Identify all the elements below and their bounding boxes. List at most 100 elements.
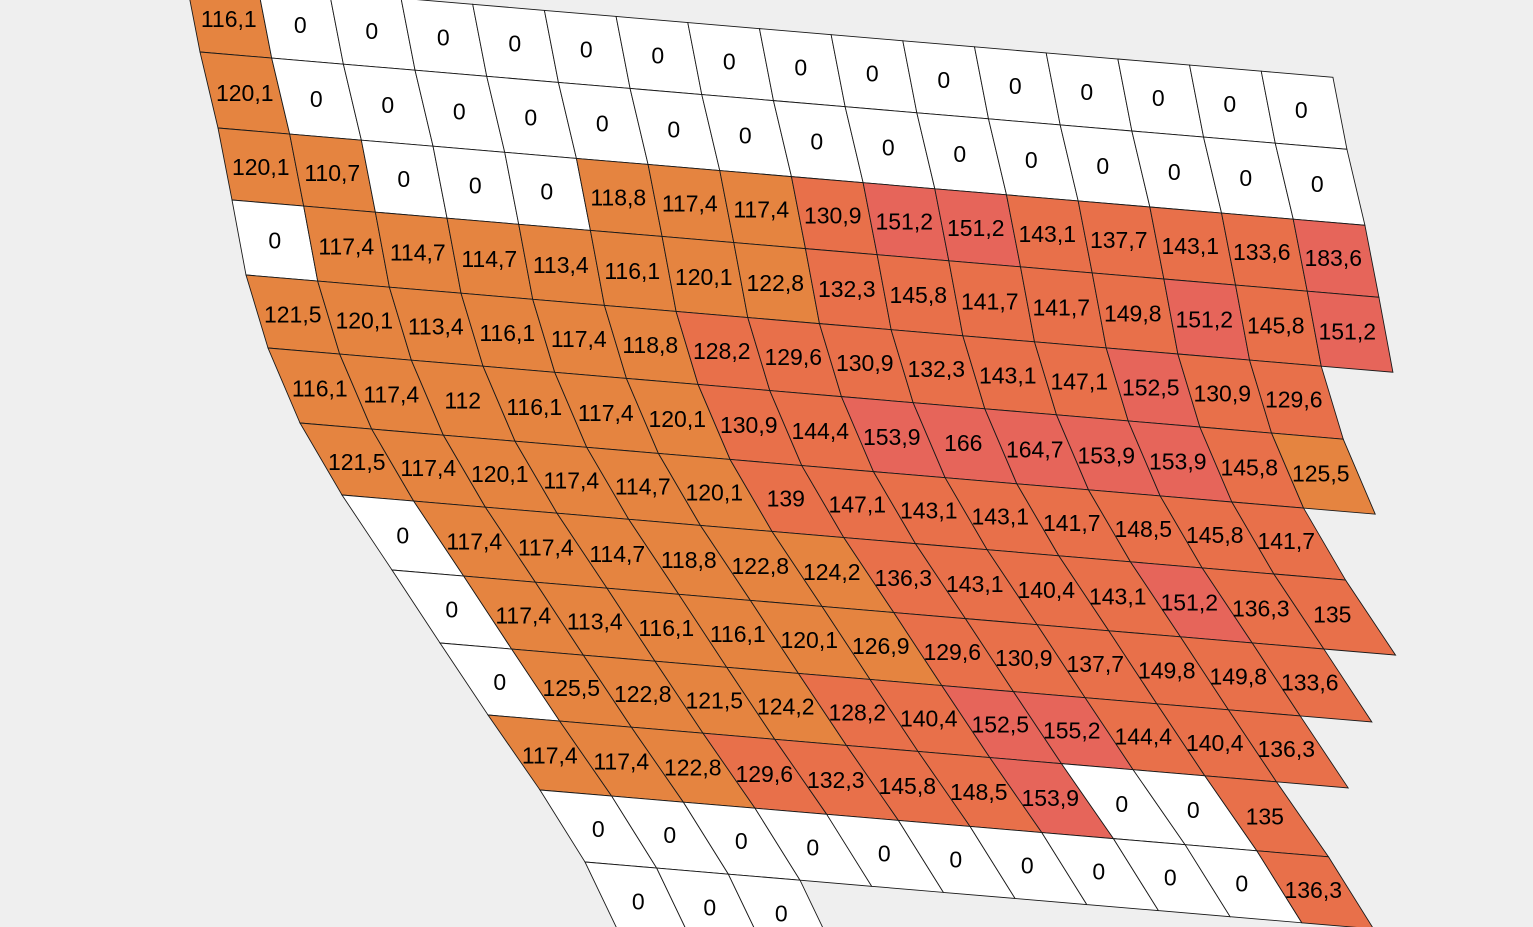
grid-cell[interactable] [1227,709,1350,789]
grid-cell[interactable] [1306,290,1394,373]
cell-value-label: 118,8 [590,184,646,210]
grid-cell[interactable] [1255,850,1374,927]
cell-value-label: 120,1 [335,308,393,334]
cell-value-label: 132,3 [907,356,965,382]
cell-value-label: 0 [937,67,950,93]
cell-value-label: 113,4 [533,252,589,278]
cell-value-label: 120,1 [216,80,274,106]
cell-value-label: 0 [437,24,450,50]
cell-value-label: 148,5 [950,779,1008,805]
cell-value-label: 117,4 [400,455,456,481]
cell-value-label: 117,4 [446,529,502,555]
cell-value-label: 0 [493,669,506,695]
cell-value-label: 136,3 [874,565,932,591]
cell-value-label: 0 [703,895,716,921]
cell-value-label: 152,5 [971,712,1029,738]
cell-value-label: 183,6 [1304,245,1362,271]
cell-value-label: 0 [540,178,553,204]
cell-value-label: 145,8 [1247,313,1305,339]
cell-value-label: 117,4 [662,191,718,217]
grid-cell[interactable] [1270,432,1376,515]
cell-value-label: 153,9 [863,424,921,450]
cell-value-label: 122,8 [731,553,789,579]
cell-value-label: 0 [1080,79,1093,105]
grid-cell[interactable] [584,861,692,927]
cell-value-label: 120,1 [471,461,529,487]
grid-cell[interactable] [1251,642,1373,723]
cell-value-label: 144,4 [791,418,849,444]
cell-value-label: 153,9 [1021,785,1079,811]
cell-value-label: 129,6 [1265,387,1323,413]
cell-value-label: 0 [1025,147,1038,173]
cell-value-label: 143,1 [1089,583,1147,609]
cell-value-label: 0 [1187,797,1200,823]
cell-value-label: 151,2 [1318,319,1376,345]
cell-value-label: 114,7 [461,246,517,272]
cell-value-label: 0 [667,117,680,143]
cell-value-label: 120,1 [780,627,838,653]
cell-value-label: 117,4 [593,749,649,775]
cell-value-label: 148,5 [1114,516,1172,542]
cell-value-label: 0 [1021,853,1034,879]
cell-value-label: 122,8 [664,755,722,781]
cell-value-label: 135 [1246,803,1284,829]
cell-value-label: 120,1 [648,406,706,432]
cell-value-label: 0 [1295,97,1308,123]
cell-value-label: 130,9 [836,350,894,376]
cell-value-label: 124,2 [803,559,861,585]
cell-value-label: 151,2 [875,209,933,235]
cell-value-label: 0 [723,49,736,75]
cell-value-label: 141,7 [961,288,1019,314]
cell-value-label: 125,5 [542,675,600,701]
cell-value-label: 149,8 [1209,663,1267,689]
cell-value-label: 120,1 [232,154,290,180]
cell-value-label: 143,1 [946,571,1004,597]
cell-value-label: 129,6 [764,344,822,370]
cell-value-label: 117,4 [522,743,578,769]
cell-value-label: 166 [944,430,982,456]
cell-value-label: 114,7 [615,473,671,499]
cell-value-label: 130,9 [804,203,862,229]
cell-value-label: 0 [294,12,307,38]
cell-value-label: 0 [949,846,962,872]
cell-value-label: 147,1 [828,492,886,518]
cell-value-label: 140,4 [900,706,958,732]
labels-layer: 116,1 0 0 0 0 0 0 0 0 0 0 0 0 0 0 0 120,1 0 0 0 0 0 0 0 0 0 0 0 0 0 0 0… [201,6,1376,927]
cell-value-label: 0 [953,141,966,167]
grid-cell[interactable] [727,873,835,927]
cell-value-label: 0 [397,166,410,192]
cell-value-label: 121,5 [685,687,743,713]
cell-value-label: 0 [1311,171,1324,197]
cell-value-label: 0 [1115,791,1128,817]
cell-value-label: 130,9 [1193,381,1251,407]
cell-value-label: 0 [1096,153,1109,179]
cell-value-label: 133,6 [1281,669,1339,695]
cell-value-label: 0 [381,92,394,118]
cell-value-label: 128,2 [693,338,751,364]
cell-value-label: 117,4 [578,400,634,426]
cell-value-label: 124,2 [757,693,815,719]
cell-value-label: 0 [596,110,609,136]
cell-value-label: 0 [1164,865,1177,891]
cell-value-label: 0 [524,104,537,130]
cell-value-label: 141,7 [1257,528,1315,554]
cell-value-label: 120,1 [675,264,733,290]
cell-value-label: 140,4 [1017,577,1075,603]
cell-value-label: 139 [767,486,805,512]
cell-value-label: 135 [1313,602,1351,628]
grid-cell[interactable] [655,867,764,927]
cell-value-label: 121,5 [328,449,386,475]
cell-value-label: 116,1 [710,621,766,647]
cell-value-label: 130,9 [720,412,778,438]
cell-value-label: 151,2 [1160,589,1218,615]
cell-value-label: 117,4 [543,467,599,493]
grid-cell[interactable] [1272,573,1397,656]
cell-value-label: 164,7 [1006,436,1064,462]
cell-value-label: 116,1 [479,320,535,346]
cell-value-label: 132,3 [807,767,865,793]
cell-value-label: 151,2 [947,215,1005,241]
cell-value-label: 0 [1239,165,1252,191]
cell-value-label: 117,4 [318,234,374,260]
